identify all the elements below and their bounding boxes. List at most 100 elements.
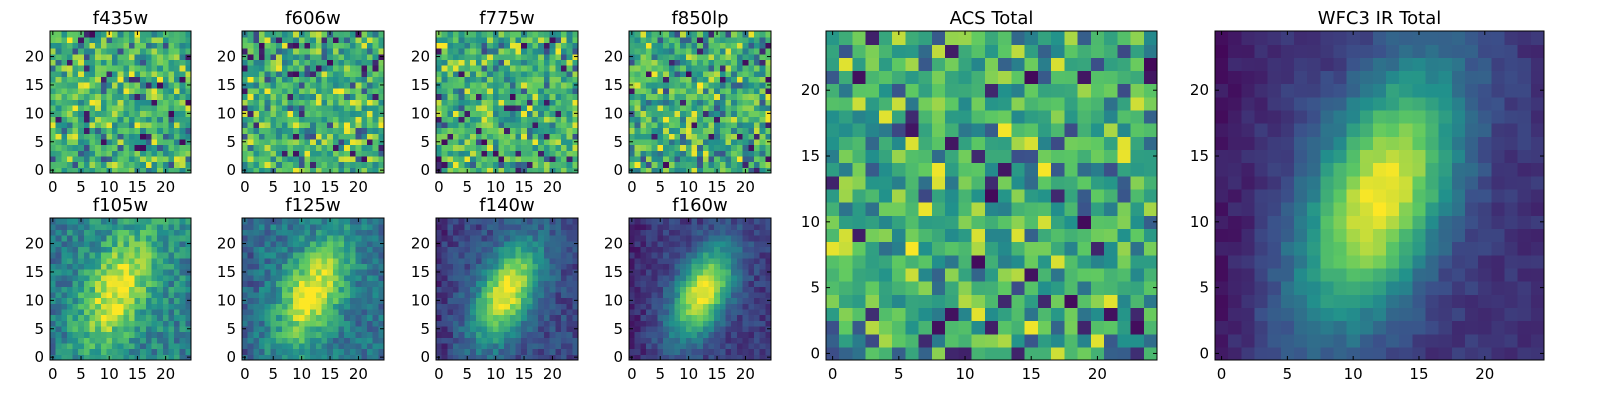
heatmap-cell	[560, 121, 568, 129]
heatmap-cell	[742, 48, 749, 55]
heatmap-cell	[242, 331, 249, 338]
heatmap-cell	[145, 257, 153, 265]
heatmap-cell	[123, 155, 130, 163]
heatmap-cell	[634, 76, 641, 83]
heatmap-cell	[106, 155, 113, 163]
heatmap-cell	[247, 218, 254, 225]
heatmap-cell	[151, 87, 158, 95]
heatmap-cell	[475, 121, 483, 129]
heatmap-cell	[50, 246, 57, 253]
heatmap-cell	[151, 65, 158, 72]
heatmap-cell	[509, 297, 517, 304]
heatmap-cell	[112, 144, 119, 151]
heatmap-cell	[157, 48, 164, 55]
heatmap-cell	[247, 155, 254, 163]
heatmap-cell	[310, 229, 317, 236]
heatmap-cell	[504, 121, 511, 129]
heatmap-cell	[50, 274, 57, 282]
heatmap-cell	[50, 155, 57, 163]
heatmap-cell	[753, 87, 761, 95]
heatmap-cell	[83, 257, 91, 265]
heatmap-cell	[674, 155, 681, 163]
heatmap-cell	[89, 303, 96, 310]
heatmap-cell	[281, 161, 289, 168]
heatmap-cell	[55, 65, 62, 72]
heatmap-cell	[475, 240, 483, 247]
heatmap-cell	[366, 257, 374, 265]
heatmap-cell	[566, 76, 573, 83]
heatmap-cell	[106, 161, 113, 168]
heatmap-cell	[174, 246, 181, 253]
heatmap-cell	[458, 116, 465, 123]
heatmap-cell	[276, 87, 283, 95]
y-tick-label: 20	[25, 235, 44, 253]
heatmap-cell	[436, 65, 443, 72]
heatmap-cell	[293, 303, 300, 310]
heatmap-cell	[338, 76, 345, 83]
heatmap-cell	[253, 280, 260, 287]
heatmap-cell	[117, 59, 124, 66]
heatmap-cell	[264, 286, 271, 293]
heatmap-cell	[708, 48, 715, 55]
heatmap-cell	[157, 99, 164, 106]
heatmap-cell	[89, 297, 96, 304]
heatmap-cell	[112, 150, 119, 157]
heatmap-cell	[145, 240, 153, 247]
heatmap-cell	[259, 150, 266, 157]
heatmap-cell	[247, 331, 254, 338]
heatmap-cell	[259, 82, 266, 89]
heatmap-cell	[759, 337, 766, 344]
heatmap-cell	[117, 82, 124, 89]
heatmap-cell	[509, 99, 517, 106]
heatmap-cell	[543, 269, 551, 276]
heatmap-cell	[515, 297, 522, 304]
heatmap-cell	[691, 82, 698, 89]
heatmap-cell	[117, 99, 124, 106]
heatmap-cell	[72, 325, 79, 333]
heatmap-cell	[487, 110, 494, 117]
heatmap-cell	[332, 36, 340, 43]
heatmap-cell	[453, 104, 460, 112]
heatmap-cell	[259, 121, 266, 129]
heatmap-cell	[719, 348, 727, 355]
heatmap-cell	[532, 223, 539, 230]
heatmap-cell	[123, 314, 130, 321]
heatmap-cell	[315, 31, 323, 38]
heatmap-cell	[458, 161, 465, 168]
heatmap-cell	[157, 263, 164, 270]
heatmap-cell	[640, 144, 647, 151]
heatmap-cell	[298, 257, 306, 265]
heatmap-cell	[157, 303, 164, 310]
heatmap-cell	[555, 99, 562, 106]
heatmap-cell	[179, 87, 186, 95]
heatmap-cell	[668, 82, 676, 89]
heatmap-cell	[310, 150, 317, 157]
heatmap-cell	[123, 303, 130, 310]
heatmap-cell	[123, 286, 130, 293]
heatmap-cell	[123, 138, 130, 146]
heatmap-cell	[691, 110, 698, 117]
heatmap-cell	[287, 133, 294, 140]
heatmap-cell	[338, 42, 345, 49]
heatmap-cell	[629, 303, 636, 310]
heatmap-cell	[504, 65, 511, 72]
heatmap-cell	[436, 223, 443, 230]
heatmap-cell	[349, 161, 357, 168]
heatmap-cell	[492, 161, 500, 168]
heatmap-cell	[372, 93, 379, 100]
heatmap-cell	[475, 167, 483, 174]
heatmap-cell	[168, 342, 175, 350]
heatmap-cell	[651, 320, 658, 327]
heatmap-cell	[145, 87, 153, 95]
heatmap-cell	[725, 87, 732, 95]
heatmap-cell	[304, 246, 311, 253]
heatmap-cell	[555, 65, 562, 72]
y-tick-label: 15	[25, 76, 44, 94]
heatmap-cell	[453, 269, 460, 276]
heatmap-cell	[640, 104, 647, 112]
heatmap-cell	[242, 116, 249, 123]
heatmap-cell	[470, 314, 477, 321]
heatmap-cell	[281, 150, 289, 157]
heatmap-cell	[719, 31, 727, 38]
